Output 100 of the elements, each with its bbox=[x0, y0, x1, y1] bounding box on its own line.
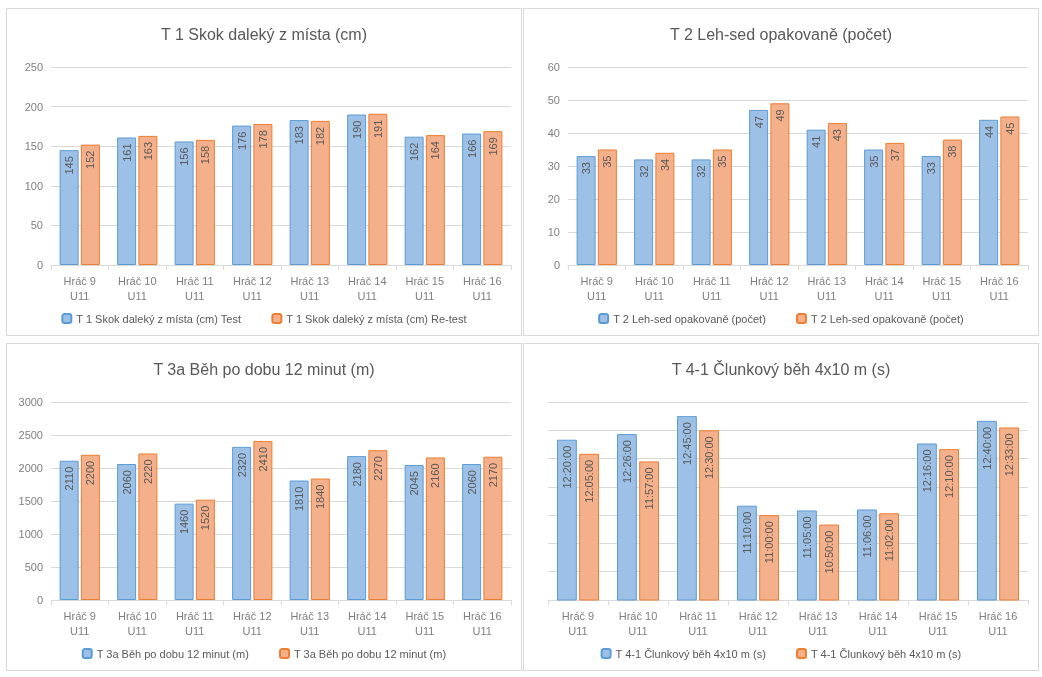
data-label: 12:26:00 bbox=[620, 440, 633, 483]
y-tick-label: 250 bbox=[24, 61, 43, 73]
data-label: 176 bbox=[235, 131, 248, 150]
data-label: 45 bbox=[1003, 122, 1016, 135]
x-tick-label: Hráč 11 U11 bbox=[175, 274, 214, 302]
bar bbox=[253, 440, 273, 600]
data-label: 11:02:00 bbox=[883, 519, 896, 562]
y-tick-label: 200 bbox=[24, 100, 43, 113]
y-tick-label: 50 bbox=[30, 219, 43, 232]
y-tick-label: 60 bbox=[547, 61, 560, 73]
legend-label: T 3a Běh po dobu 12 minut (m) bbox=[294, 647, 447, 660]
legend-label: T 2 Leh-sed opakovaně (počet) bbox=[811, 312, 964, 325]
x-tick-label: Hráč 9 U11 bbox=[63, 609, 96, 637]
data-label: 43 bbox=[831, 129, 844, 142]
y-tick-label: 2500 bbox=[18, 429, 43, 441]
data-label: 1460 bbox=[178, 509, 191, 535]
data-label: 2170 bbox=[486, 462, 499, 488]
x-tick-label: Hráč 9 U11 bbox=[561, 609, 595, 637]
bar bbox=[253, 124, 273, 265]
data-label: 169 bbox=[486, 137, 499, 156]
data-label: 2410 bbox=[256, 446, 269, 472]
data-label: 2270 bbox=[371, 456, 384, 481]
data-label: 12:05:00 bbox=[583, 459, 596, 503]
x-tick-label: Hráč 11 U11 bbox=[692, 274, 731, 302]
data-label: 12:45:00 bbox=[680, 422, 693, 465]
bar bbox=[368, 450, 388, 600]
data-label: 12:30:00 bbox=[703, 436, 716, 480]
data-label: 33 bbox=[925, 162, 938, 175]
data-label: 1840 bbox=[314, 484, 327, 510]
x-tick-label: Hráč 9 U11 bbox=[580, 274, 613, 302]
data-label: 12:20:00 bbox=[560, 445, 573, 489]
bar bbox=[59, 150, 79, 265]
bar bbox=[347, 114, 367, 265]
x-tick-label: Hráč 10 U11 bbox=[634, 274, 674, 302]
y-tick-label: 1000 bbox=[18, 528, 43, 540]
bar bbox=[80, 454, 100, 600]
chart-title: T 2 Leh-sed opakovaně (počet) bbox=[669, 25, 893, 43]
x-tick-label: Hráč 10 U11 bbox=[117, 274, 157, 302]
data-label: 32 bbox=[637, 165, 650, 178]
x-tick-label: Hráč 13 U11 bbox=[807, 274, 847, 302]
y-tick-label: 150 bbox=[24, 140, 43, 153]
bar bbox=[80, 144, 100, 265]
x-tick-label: Hráč 16 U11 bbox=[979, 274, 1019, 302]
legend-label: T 4-1 Člunkový běh 4x10 m (s) bbox=[615, 647, 766, 660]
y-tick-label: 3000 bbox=[18, 396, 43, 408]
y-tick-label: 30 bbox=[547, 160, 560, 172]
bar bbox=[655, 152, 675, 265]
x-tick-label: Hráč 11 U11 bbox=[679, 609, 717, 637]
data-label: 2160 bbox=[429, 463, 442, 488]
y-tick-label: 500 bbox=[24, 561, 43, 573]
legend-label: T 3a Běh po dobu 12 minut (m) bbox=[96, 647, 249, 660]
x-tick-label: Hráč 14 U11 bbox=[858, 609, 898, 637]
bar bbox=[921, 156, 941, 265]
x-tick-label: Hráč 15 U11 bbox=[405, 274, 445, 302]
bar bbox=[232, 446, 252, 600]
data-label: 12:40:00 bbox=[980, 426, 993, 470]
legend-label: T 2 Leh-sed opakovaně (počet) bbox=[613, 312, 766, 325]
legend-label: T 1 Skok daleký z místa (cm) Re-test bbox=[286, 312, 467, 325]
bar bbox=[59, 460, 79, 600]
bar bbox=[827, 123, 847, 265]
bar bbox=[942, 139, 962, 265]
data-label: 2060 bbox=[120, 470, 133, 495]
bar bbox=[979, 119, 999, 265]
legend-label: T 4-1 Člunkový běh 4x10 m (s) bbox=[811, 647, 962, 660]
bar bbox=[404, 465, 424, 600]
data-label: 191 bbox=[371, 119, 384, 139]
data-label: 11:05:00 bbox=[800, 516, 813, 559]
data-label: 11:00:00 bbox=[763, 521, 776, 564]
bar bbox=[885, 142, 905, 265]
x-tick-label: Hráč 12 U11 bbox=[749, 274, 789, 302]
data-label: 158 bbox=[199, 145, 212, 165]
data-label: 12:10:00 bbox=[943, 455, 956, 498]
data-label: 12:16:00 bbox=[920, 449, 933, 493]
x-tick-label: Hráč 16 U11 bbox=[462, 274, 502, 302]
bar bbox=[576, 156, 596, 265]
chart-title: T 1 Skok daleký z místa (cm) bbox=[161, 25, 367, 43]
bar bbox=[117, 464, 137, 600]
bar bbox=[749, 109, 769, 265]
y-tick-label: 0 bbox=[36, 259, 43, 271]
data-label: 49 bbox=[773, 109, 786, 122]
data-label: 38 bbox=[946, 145, 959, 158]
data-label: 2060 bbox=[465, 470, 478, 495]
data-label: 183 bbox=[293, 126, 306, 145]
data-label: 35 bbox=[867, 155, 880, 168]
data-label: 190 bbox=[350, 120, 363, 139]
y-tick-label: 100 bbox=[24, 179, 43, 192]
data-label: 152 bbox=[84, 150, 97, 169]
bar bbox=[174, 141, 194, 265]
x-tick-label: Hráč 16 U11 bbox=[978, 609, 1018, 637]
bar bbox=[310, 120, 330, 265]
x-tick-label: Hráč 12 U11 bbox=[738, 609, 778, 637]
chart-title: T 3a Běh po dobu 12 minut (m) bbox=[153, 360, 375, 378]
data-label: 2320 bbox=[235, 452, 248, 478]
x-tick-label: Hráč 16 U11 bbox=[462, 609, 502, 637]
data-label: 41 bbox=[810, 135, 823, 148]
x-tick-label: Hráč 12 U11 bbox=[232, 274, 272, 302]
data-label: 33 bbox=[580, 162, 593, 175]
data-label: 182 bbox=[314, 126, 327, 146]
data-label: 47 bbox=[752, 115, 765, 129]
x-tick-label: Hráč 14 U11 bbox=[347, 274, 387, 302]
